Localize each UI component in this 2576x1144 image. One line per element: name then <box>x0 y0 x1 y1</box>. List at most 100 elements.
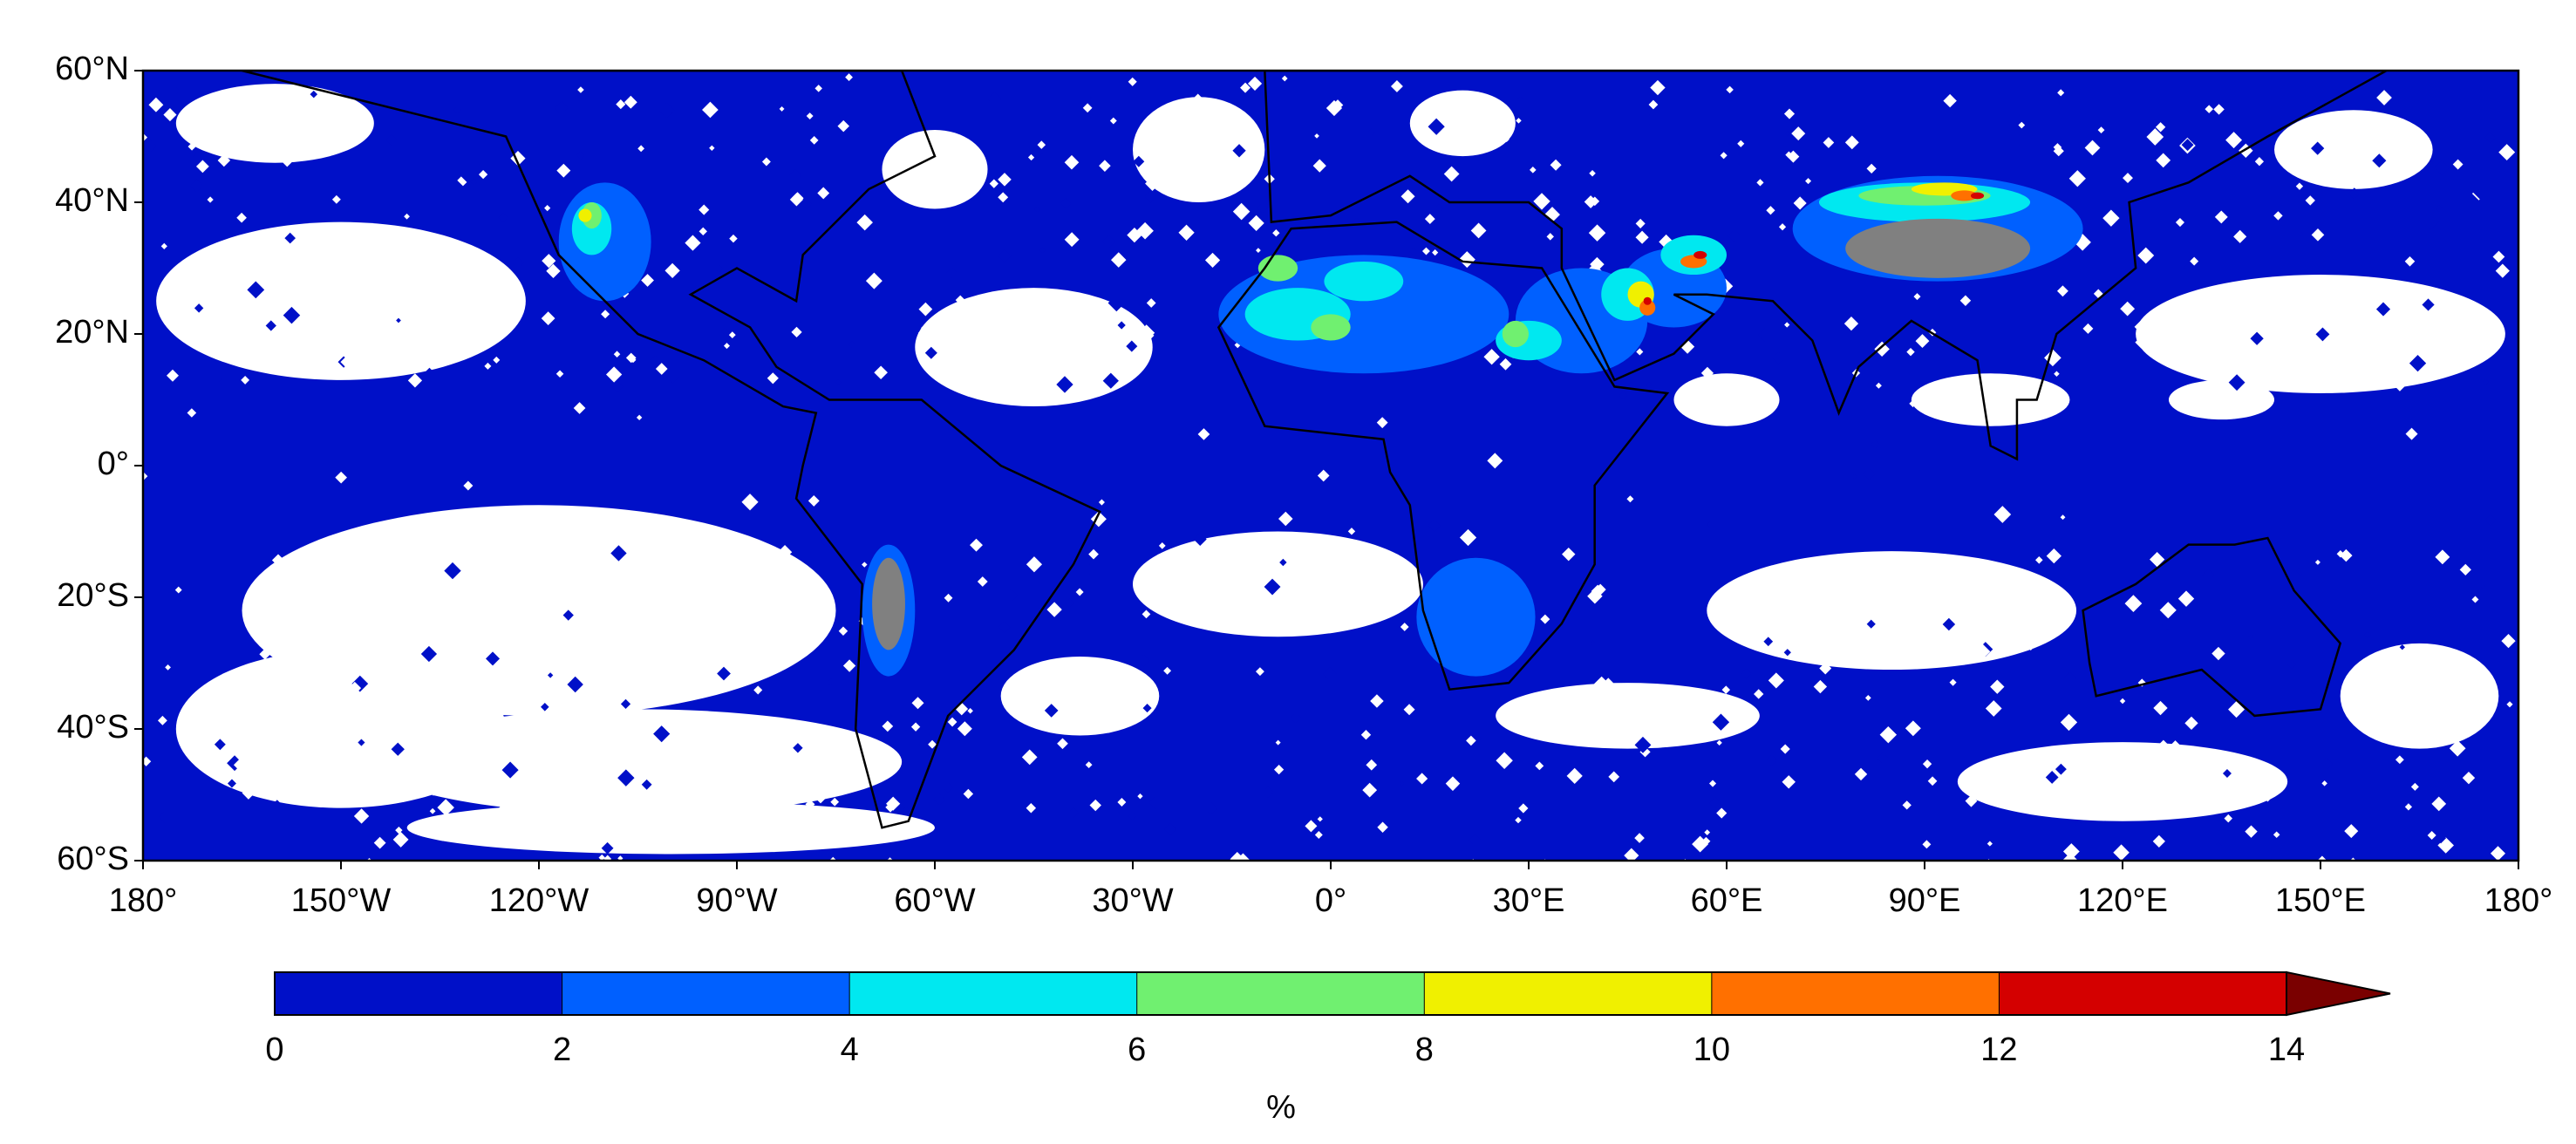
speckle <box>1866 619 1876 629</box>
missing-data <box>872 557 905 650</box>
speckle <box>2462 771 2476 785</box>
speckle <box>1247 76 1263 91</box>
speckle <box>2061 852 2079 861</box>
speckle <box>407 705 421 718</box>
speckle <box>1700 366 1714 380</box>
speckle <box>1034 206 1041 213</box>
x-tick-label: 90°E <box>1889 882 1961 919</box>
speckle <box>1817 277 1835 295</box>
speckle <box>1593 683 1606 696</box>
speckle <box>2490 846 2506 861</box>
y-tick-label: 20°S <box>57 577 129 614</box>
speckle <box>1523 823 1540 840</box>
speckle <box>650 829 661 841</box>
speckle <box>794 609 806 621</box>
speckle <box>247 281 265 299</box>
speckle <box>385 133 398 146</box>
speckle <box>1102 372 1119 389</box>
speckle <box>2123 173 2133 184</box>
speckle <box>1163 666 1172 675</box>
no-data-patch <box>1133 531 1423 637</box>
speckle <box>1902 800 1912 810</box>
speckle <box>259 648 271 660</box>
speckle <box>1256 248 1261 254</box>
speckle <box>933 793 945 806</box>
speckle <box>1530 167 1537 174</box>
speckle <box>1746 466 1762 483</box>
speckle <box>2134 320 2148 334</box>
speckle <box>296 358 308 370</box>
speckle <box>1075 588 1084 596</box>
speckle <box>1588 224 1606 242</box>
speckle <box>2231 294 2242 305</box>
colorbar-extend <box>2286 970 2391 1017</box>
aerosol-region <box>1502 320 1530 348</box>
speckle <box>653 725 671 743</box>
speckle <box>148 97 164 112</box>
speckle <box>2435 833 2447 844</box>
speckle <box>1366 759 1378 771</box>
speckle <box>1635 230 1649 244</box>
speckle <box>1780 744 1790 754</box>
speckle <box>1192 93 1203 105</box>
speckle <box>396 317 401 323</box>
speckle <box>2152 834 2165 848</box>
colorbar-bin <box>1711 972 2000 1015</box>
speckle <box>1236 170 1244 179</box>
speckle <box>407 373 423 388</box>
speckle <box>1768 672 1784 689</box>
speckle <box>1232 202 1251 221</box>
coastline <box>1264 71 2389 461</box>
speckle <box>1098 499 1105 506</box>
aerosol-region <box>1693 250 1707 259</box>
speckle <box>699 227 707 236</box>
speckle <box>903 806 910 813</box>
speckle <box>2137 247 2155 264</box>
speckle <box>616 99 626 110</box>
speckle <box>2471 596 2479 603</box>
speckle <box>1281 75 1288 82</box>
x-tick-label: 0° <box>1315 882 1346 919</box>
speckle <box>838 626 848 637</box>
speckle <box>541 703 549 712</box>
speckle <box>236 212 247 223</box>
aerosol-region <box>1970 192 1985 200</box>
speckle <box>1137 793 1143 800</box>
speckle <box>2480 583 2486 589</box>
speckle <box>2060 713 2078 732</box>
speckle <box>1708 796 1721 809</box>
speckle <box>364 687 381 705</box>
x-tick-label: 120°E <box>2077 882 2168 919</box>
speckle <box>864 746 878 760</box>
speckle <box>793 743 803 753</box>
speckle <box>2155 739 2172 758</box>
speckle <box>348 681 362 695</box>
speckle <box>722 811 730 819</box>
speckle <box>1204 801 1217 815</box>
speckle <box>2063 671 2076 684</box>
speckle <box>397 793 403 799</box>
speckle <box>848 341 855 348</box>
coastline <box>2082 536 2342 718</box>
speckle <box>576 151 585 160</box>
speckle <box>601 841 614 855</box>
speckle <box>2068 170 2086 187</box>
speckle <box>827 678 835 686</box>
aerosol-region <box>1324 261 1404 302</box>
speckle <box>331 194 341 204</box>
speckle <box>1533 193 1550 210</box>
speckle <box>1746 817 1762 834</box>
speckle <box>567 676 583 693</box>
no-data-patch <box>915 288 1153 407</box>
speckle <box>1109 117 1117 125</box>
speckle <box>262 298 269 305</box>
speckle <box>423 284 433 294</box>
speckle <box>842 815 857 830</box>
speckle <box>2431 796 2447 812</box>
speckle <box>2344 824 2359 839</box>
speckle <box>830 797 840 807</box>
speckle <box>371 330 386 345</box>
speckle <box>664 262 680 279</box>
speckle <box>1763 637 1774 647</box>
colorbar-tick-label: 6 <box>1128 1032 1146 1068</box>
